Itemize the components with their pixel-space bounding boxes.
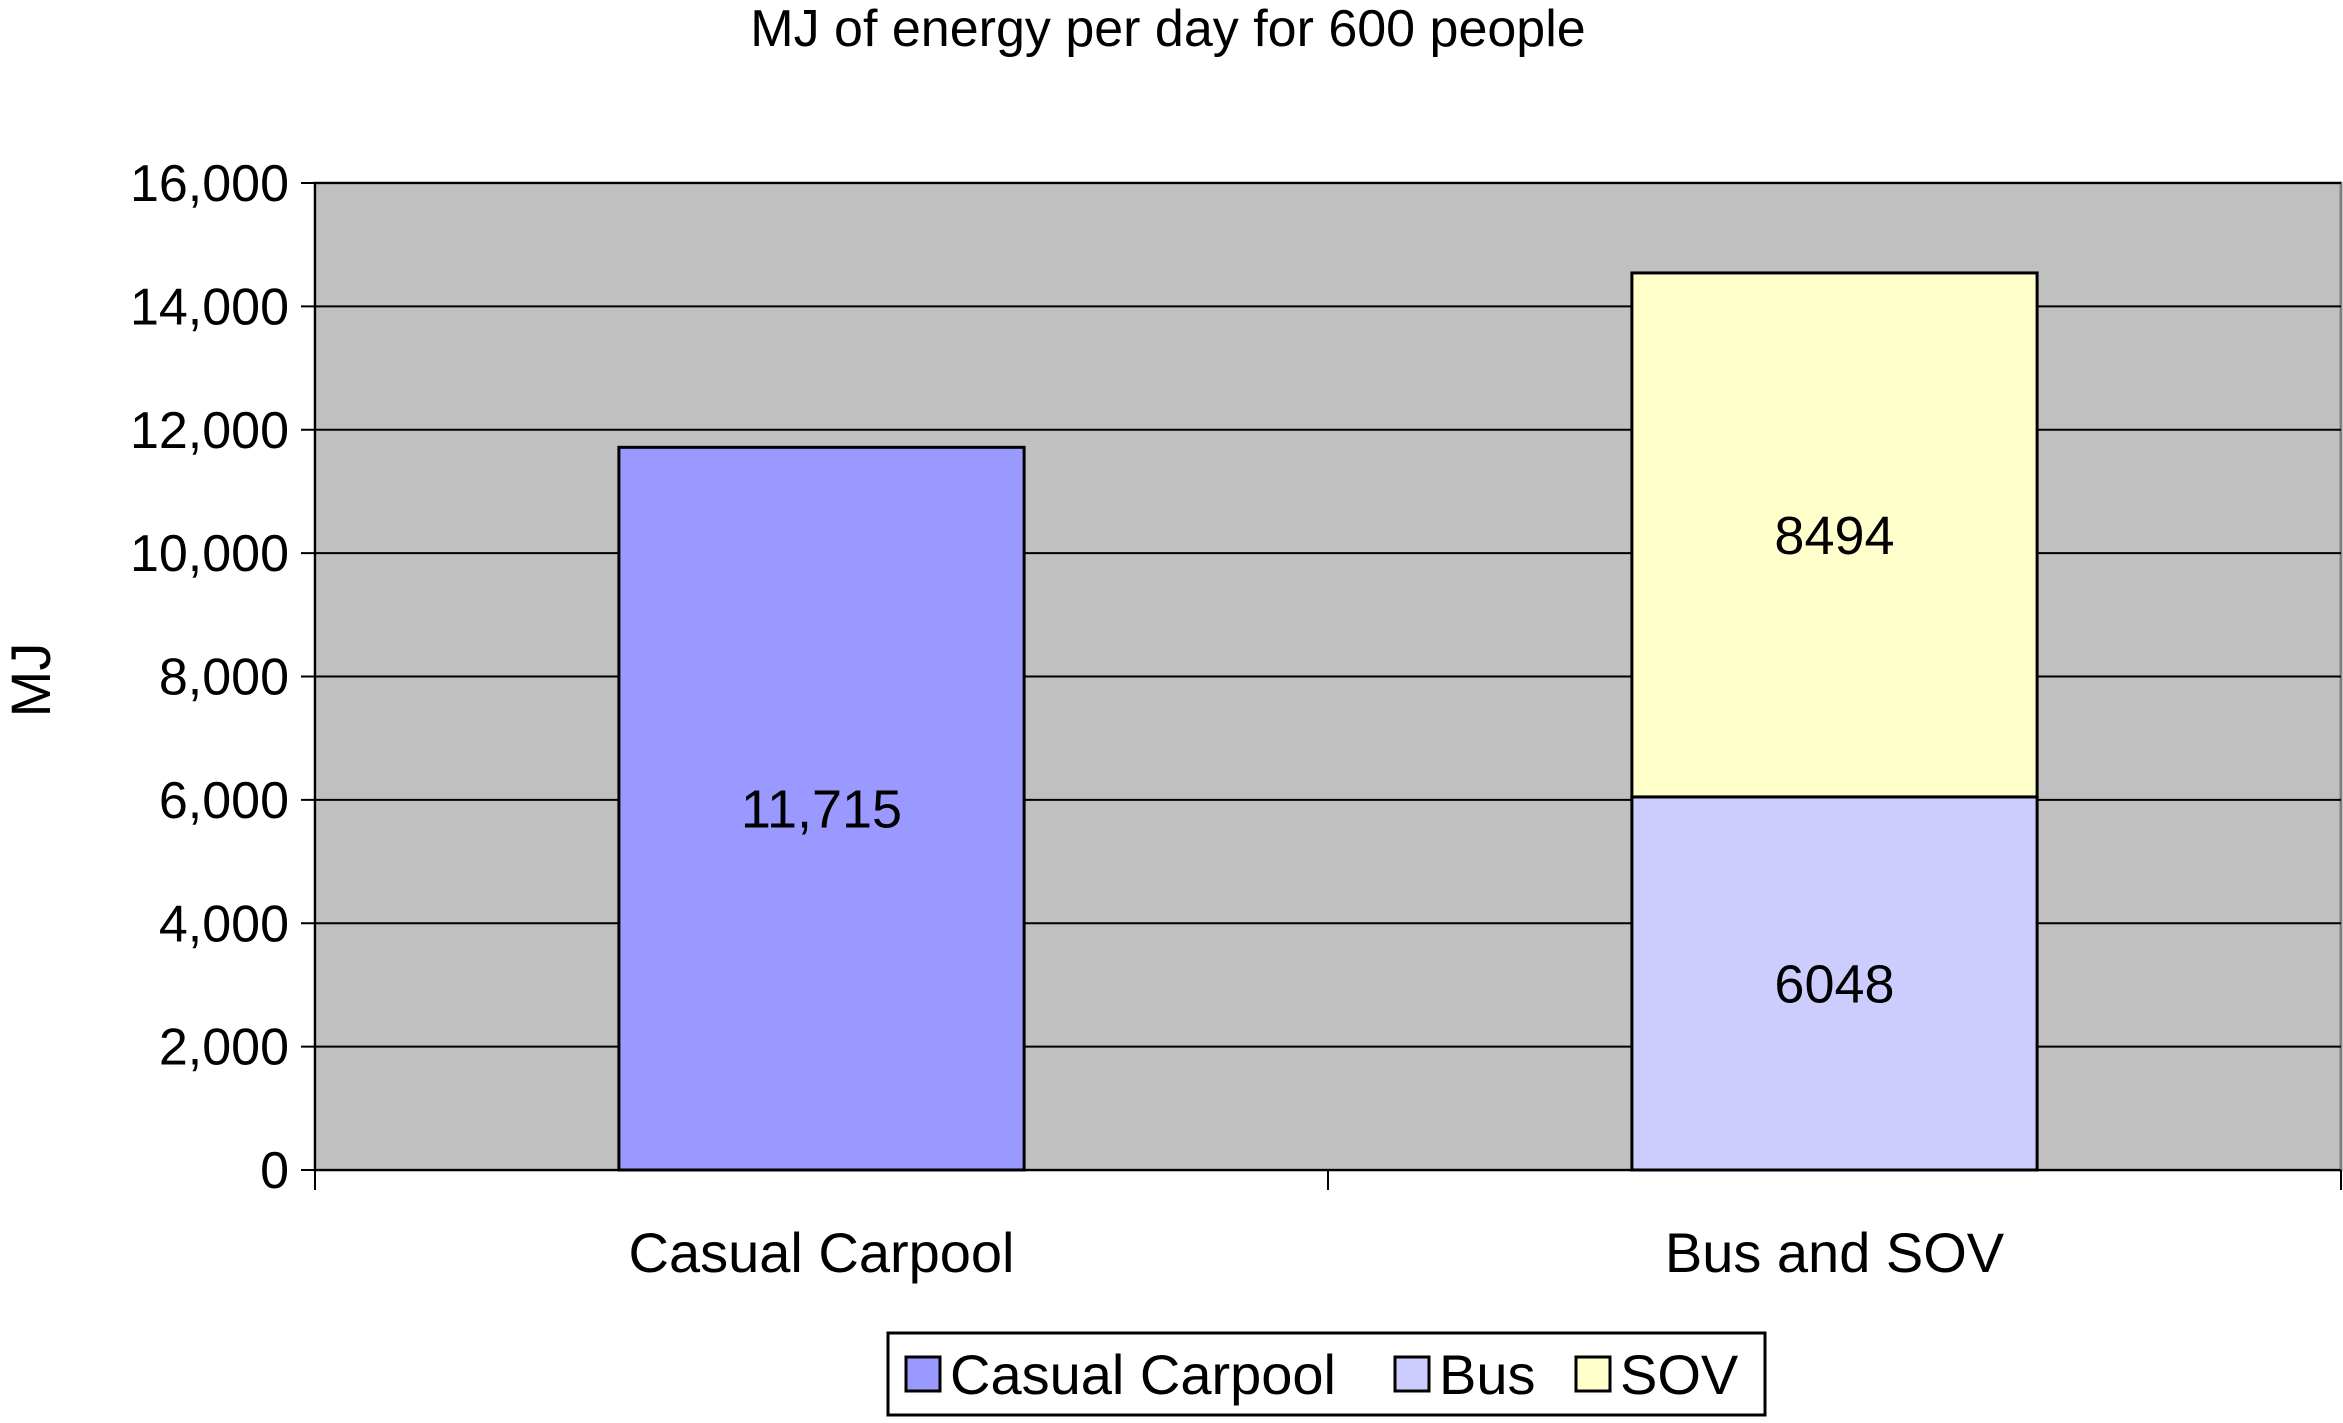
y-tick-label: 14,000	[130, 278, 289, 336]
legend-swatch	[904, 1355, 942, 1393]
y-tick-label: 6,000	[159, 772, 289, 830]
legend-box	[886, 1331, 1767, 1417]
y-tick-label: 12,000	[130, 402, 289, 460]
bar-bus	[1630, 795, 2039, 1172]
y-tick-label: 0	[260, 1142, 289, 1200]
x-category-label: Casual Carpool	[629, 1221, 1015, 1284]
x-axis-ticks: Casual Carpool Bus and SOV	[314, 1170, 2342, 1284]
y-tick-label: 2,000	[159, 1019, 289, 1077]
legend-swatch	[1574, 1355, 1612, 1393]
y-tick-label: 8,000	[159, 649, 289, 707]
y-axis-label: MJ	[0, 643, 62, 718]
legend: Casual Carpool Bus SOV	[886, 1331, 1767, 1417]
legend-label: SOV	[1620, 1343, 1739, 1406]
data-label: 6048	[1774, 954, 1894, 1014]
y-axis-ticks: 0 2,000 4,000 6,000 8,000 10,000 12,000 14,000 1…	[130, 155, 315, 1200]
x-category-label: Bus and SOV	[1665, 1221, 2005, 1284]
bars	[617, 271, 2039, 1172]
y-tick-label: 4,000	[159, 895, 289, 953]
data-label: 11,715	[741, 780, 902, 840]
legend-label: Casual Carpool	[950, 1343, 1336, 1406]
y-tick-label: 16,000	[130, 155, 289, 213]
data-labels: 11,715 6048 8494	[741, 506, 1895, 1015]
chart-title: MJ of energy per day for 600 people	[750, 0, 1585, 58]
data-label: 8494	[1774, 506, 1894, 566]
legend-swatch	[1393, 1355, 1431, 1393]
y-tick-label: 10,000	[130, 525, 289, 583]
bar-sov	[1630, 271, 2039, 799]
bar-casual-carpool	[617, 445, 1026, 1172]
legend-label: Bus	[1439, 1343, 1536, 1406]
